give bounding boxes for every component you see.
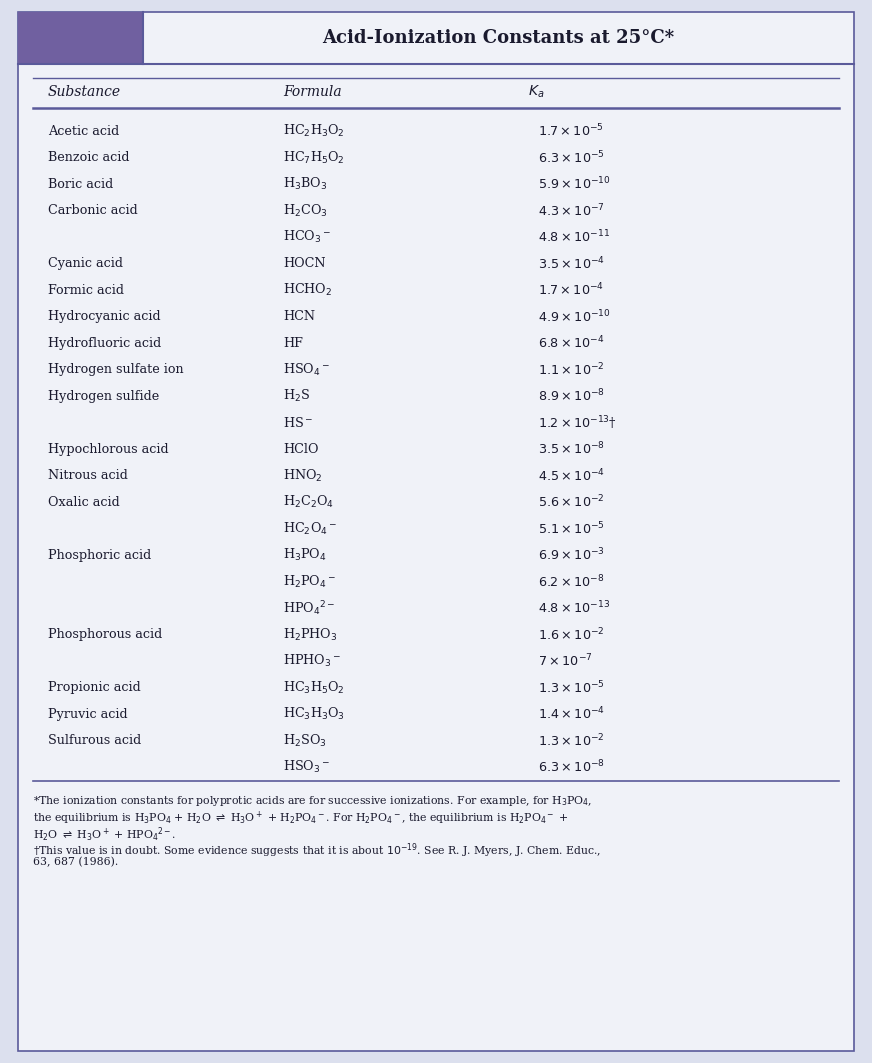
- Text: $6.2 \times 10^{-8}$: $6.2 \times 10^{-8}$: [538, 573, 604, 590]
- Text: Acetic acid: Acetic acid: [48, 124, 119, 138]
- Text: $K_a$: $K_a$: [528, 84, 544, 100]
- Text: Phosphoric acid: Phosphoric acid: [48, 549, 151, 561]
- Text: Hydrogen sulfide: Hydrogen sulfide: [48, 390, 160, 403]
- Text: $4.8 \times 10^{-11}$: $4.8 \times 10^{-11}$: [538, 229, 610, 246]
- Text: Benzoic acid: Benzoic acid: [48, 151, 130, 165]
- Text: $6.8 \times 10^{-4}$: $6.8 \times 10^{-4}$: [538, 335, 604, 352]
- Text: $4.5 \times 10^{-4}$: $4.5 \times 10^{-4}$: [538, 468, 605, 484]
- Text: $4.8 \times 10^{-13}$: $4.8 \times 10^{-13}$: [538, 600, 610, 617]
- Text: HPO$_4$$^{2-}$: HPO$_4$$^{2-}$: [283, 598, 336, 618]
- Text: HC$_7$H$_5$O$_2$: HC$_7$H$_5$O$_2$: [283, 150, 344, 166]
- Text: H$_3$PO$_4$: H$_3$PO$_4$: [283, 547, 327, 563]
- Text: Hydrofluoric acid: Hydrofluoric acid: [48, 337, 161, 350]
- Text: HSO$_3$$^-$: HSO$_3$$^-$: [283, 759, 330, 775]
- Text: Acid-Ionization Constants at 25°C*: Acid-Ionization Constants at 25°C*: [323, 29, 675, 47]
- Text: Substance: Substance: [48, 85, 121, 99]
- Text: Oxalic acid: Oxalic acid: [48, 495, 119, 509]
- Text: Nitrous acid: Nitrous acid: [48, 469, 128, 483]
- Text: *The ionization constants for polyprotic acids are for successive ionizations. F: *The ionization constants for polyprotic…: [33, 794, 592, 809]
- Text: $4.3 \times 10^{-7}$: $4.3 \times 10^{-7}$: [538, 202, 605, 219]
- Text: HC$_3$H$_3$O$_3$: HC$_3$H$_3$O$_3$: [283, 706, 344, 722]
- Text: Cyanic acid: Cyanic acid: [48, 257, 123, 270]
- Text: $7 \times 10^{-7}$: $7 \times 10^{-7}$: [538, 653, 593, 670]
- Text: HNO$_2$: HNO$_2$: [283, 468, 323, 484]
- Text: $1.2 \times 10^{-13}$†: $1.2 \times 10^{-13}$†: [538, 414, 617, 432]
- Text: $4.9 \times 10^{-10}$: $4.9 \times 10^{-10}$: [538, 308, 610, 325]
- Text: HClO: HClO: [283, 443, 318, 456]
- Text: HS$^-$: HS$^-$: [283, 416, 313, 429]
- Text: $3.5 \times 10^{-4}$: $3.5 \times 10^{-4}$: [538, 255, 605, 272]
- Text: $1.7 \times 10^{-4}$: $1.7 \times 10^{-4}$: [538, 282, 604, 299]
- Text: H$_2$PO$_4$$^-$: H$_2$PO$_4$$^-$: [283, 574, 336, 590]
- Text: Hypochlorous acid: Hypochlorous acid: [48, 443, 168, 456]
- Text: $5.1 \times 10^{-5}$: $5.1 \times 10^{-5}$: [538, 521, 605, 537]
- Text: $5.9 \times 10^{-10}$: $5.9 \times 10^{-10}$: [538, 176, 610, 192]
- Text: HC$_2$O$_4$$^-$: HC$_2$O$_4$$^-$: [283, 521, 337, 537]
- Bar: [18, 12, 143, 64]
- Text: $1.3 \times 10^{-5}$: $1.3 \times 10^{-5}$: [538, 679, 605, 696]
- Text: Carbonic acid: Carbonic acid: [48, 204, 138, 217]
- Text: $5.6 \times 10^{-2}$: $5.6 \times 10^{-2}$: [538, 494, 604, 510]
- Text: H$_3$BO$_3$: H$_3$BO$_3$: [283, 176, 327, 192]
- Text: Formula: Formula: [283, 85, 342, 99]
- Text: Hydrogen sulfate ion: Hydrogen sulfate ion: [48, 364, 184, 376]
- Text: H$_2$C$_2$O$_4$: H$_2$C$_2$O$_4$: [283, 494, 334, 510]
- Text: Boric acid: Boric acid: [48, 178, 113, 190]
- Text: H$_2$CO$_3$: H$_2$CO$_3$: [283, 203, 328, 219]
- Text: HCO$_3$$^-$: HCO$_3$$^-$: [283, 230, 331, 246]
- Text: H$_2$O $\rightleftharpoons$ H$_3$O$^+$ + HPO$_4$$^{2-}$.: H$_2$O $\rightleftharpoons$ H$_3$O$^+$ +…: [33, 826, 176, 844]
- Text: $8.9 \times 10^{-8}$: $8.9 \times 10^{-8}$: [538, 388, 605, 405]
- Text: $6.9 \times 10^{-3}$: $6.9 \times 10^{-3}$: [538, 547, 605, 563]
- Text: Phosphorous acid: Phosphorous acid: [48, 628, 162, 641]
- Text: HF: HF: [283, 337, 303, 350]
- Text: HCHO$_2$: HCHO$_2$: [283, 282, 332, 299]
- Text: Sulfurous acid: Sulfurous acid: [48, 735, 141, 747]
- Text: $6.3 \times 10^{-5}$: $6.3 \times 10^{-5}$: [538, 150, 605, 166]
- Text: the equilibrium is H$_3$PO$_4$ + H$_2$O $\rightleftharpoons$ H$_3$O$^+$ + H$_2$P: the equilibrium is H$_3$PO$_4$ + H$_2$O …: [33, 810, 569, 827]
- Text: HPHO$_3$$^-$: HPHO$_3$$^-$: [283, 653, 341, 670]
- Text: H$_2$S: H$_2$S: [283, 388, 310, 404]
- Text: Hydrocyanic acid: Hydrocyanic acid: [48, 310, 160, 323]
- Text: Pyruvic acid: Pyruvic acid: [48, 708, 127, 721]
- Text: HCN: HCN: [283, 310, 315, 323]
- Text: †This value is in doubt. Some evidence suggests that it is about $10^{-19}$. See: †This value is in doubt. Some evidence s…: [33, 841, 601, 860]
- Text: Propionic acid: Propionic acid: [48, 681, 140, 694]
- Text: H$_2$PHO$_3$: H$_2$PHO$_3$: [283, 627, 337, 643]
- Text: 63, 687 (1986).: 63, 687 (1986).: [33, 857, 119, 866]
- Text: HC$_2$H$_3$O$_2$: HC$_2$H$_3$O$_2$: [283, 123, 344, 139]
- Text: HOCN: HOCN: [283, 257, 325, 270]
- Text: $1.1 \times 10^{-2}$: $1.1 \times 10^{-2}$: [538, 361, 604, 378]
- Text: HSO$_4$$^-$: HSO$_4$$^-$: [283, 361, 330, 377]
- Text: H$_2$SO$_3$: H$_2$SO$_3$: [283, 732, 327, 748]
- Text: $1.4 \times 10^{-4}$: $1.4 \times 10^{-4}$: [538, 706, 605, 723]
- Text: $1.7 \times 10^{-5}$: $1.7 \times 10^{-5}$: [538, 123, 603, 139]
- Text: $1.3 \times 10^{-2}$: $1.3 \times 10^{-2}$: [538, 732, 604, 749]
- Text: $3.5 \times 10^{-8}$: $3.5 \times 10^{-8}$: [538, 441, 605, 457]
- Text: $6.3 \times 10^{-8}$: $6.3 \times 10^{-8}$: [538, 759, 605, 776]
- Text: HC$_3$H$_5$O$_2$: HC$_3$H$_5$O$_2$: [283, 679, 344, 696]
- Text: $1.6 \times 10^{-2}$: $1.6 \times 10^{-2}$: [538, 626, 604, 643]
- Text: Formic acid: Formic acid: [48, 284, 124, 297]
